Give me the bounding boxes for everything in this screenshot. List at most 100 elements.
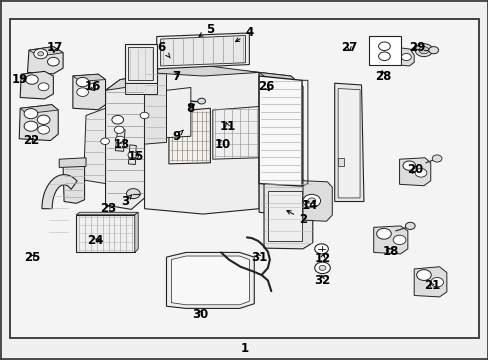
Circle shape: [34, 49, 47, 59]
Circle shape: [112, 116, 123, 124]
Polygon shape: [27, 46, 63, 74]
Circle shape: [24, 121, 38, 131]
Circle shape: [140, 112, 149, 119]
Bar: [10, 19, 478, 338]
Polygon shape: [63, 163, 84, 203]
Circle shape: [101, 138, 109, 144]
Circle shape: [24, 109, 38, 119]
Circle shape: [319, 265, 325, 270]
Polygon shape: [399, 158, 430, 186]
Polygon shape: [373, 226, 407, 254]
Polygon shape: [168, 108, 210, 164]
Text: 6: 6: [157, 41, 170, 58]
Polygon shape: [59, 158, 86, 167]
Text: 30: 30: [192, 308, 208, 321]
Polygon shape: [42, 175, 77, 209]
Text: 28: 28: [374, 69, 391, 82]
Text: 17: 17: [46, 41, 62, 54]
Text: 10: 10: [214, 138, 230, 150]
Polygon shape: [20, 105, 58, 114]
Polygon shape: [259, 72, 303, 87]
Circle shape: [314, 244, 328, 254]
Polygon shape: [259, 72, 303, 216]
Polygon shape: [144, 67, 166, 144]
Polygon shape: [171, 256, 249, 305]
Circle shape: [38, 83, 49, 91]
Text: 8: 8: [186, 102, 195, 115]
Circle shape: [314, 262, 330, 274]
Polygon shape: [167, 90, 189, 94]
Circle shape: [401, 53, 410, 60]
Circle shape: [402, 161, 415, 170]
Polygon shape: [73, 74, 105, 81]
Polygon shape: [128, 145, 136, 165]
Polygon shape: [212, 107, 259, 159]
Bar: [368, 36, 400, 65]
Polygon shape: [135, 212, 138, 252]
Text: 22: 22: [23, 134, 39, 147]
Polygon shape: [29, 46, 63, 56]
Text: 15: 15: [128, 150, 144, 163]
Polygon shape: [167, 107, 189, 111]
Circle shape: [405, 222, 414, 229]
Text: 32: 32: [314, 274, 330, 287]
Polygon shape: [337, 158, 344, 166]
Polygon shape: [401, 48, 413, 66]
Polygon shape: [125, 44, 157, 83]
Polygon shape: [337, 89, 359, 198]
Text: 2: 2: [286, 211, 306, 226]
Polygon shape: [73, 74, 105, 110]
Text: 24: 24: [87, 234, 104, 247]
Text: 29: 29: [408, 41, 425, 54]
Circle shape: [115, 136, 125, 143]
Circle shape: [414, 44, 432, 57]
Text: 19: 19: [12, 73, 28, 86]
Polygon shape: [160, 36, 245, 66]
Circle shape: [114, 126, 124, 134]
Text: 26: 26: [258, 80, 274, 93]
Circle shape: [307, 198, 315, 204]
Polygon shape: [144, 67, 259, 214]
Polygon shape: [413, 267, 446, 297]
Polygon shape: [105, 76, 144, 90]
Polygon shape: [19, 105, 58, 140]
Polygon shape: [334, 83, 363, 202]
Text: 4: 4: [235, 27, 253, 42]
Circle shape: [76, 77, 89, 87]
Polygon shape: [264, 180, 312, 249]
Text: 3: 3: [121, 195, 132, 208]
Circle shape: [418, 46, 428, 54]
Circle shape: [430, 278, 443, 287]
Circle shape: [128, 152, 137, 158]
Text: 21: 21: [423, 279, 440, 292]
Polygon shape: [166, 87, 190, 138]
Polygon shape: [20, 71, 53, 99]
Polygon shape: [167, 115, 189, 119]
Text: 11: 11: [219, 120, 235, 133]
Text: 5: 5: [199, 23, 214, 36]
Circle shape: [392, 235, 405, 244]
Text: 7: 7: [172, 69, 180, 82]
Text: 23: 23: [100, 202, 116, 215]
Circle shape: [197, 98, 205, 104]
Circle shape: [378, 42, 389, 50]
Text: 13: 13: [113, 138, 129, 150]
Circle shape: [38, 126, 49, 134]
Circle shape: [37, 115, 50, 125]
Bar: [76, 215, 135, 252]
Polygon shape: [166, 252, 254, 309]
Circle shape: [126, 189, 140, 199]
Circle shape: [88, 83, 98, 90]
Circle shape: [38, 51, 43, 56]
Text: 27: 27: [341, 41, 357, 54]
Text: 12: 12: [314, 252, 330, 265]
Polygon shape: [267, 192, 302, 241]
Circle shape: [376, 228, 390, 239]
Circle shape: [378, 52, 389, 60]
Text: 25: 25: [24, 251, 41, 264]
Text: 9: 9: [172, 130, 183, 144]
Polygon shape: [125, 83, 157, 94]
Polygon shape: [144, 65, 259, 76]
Polygon shape: [128, 47, 153, 80]
Polygon shape: [83, 108, 105, 184]
